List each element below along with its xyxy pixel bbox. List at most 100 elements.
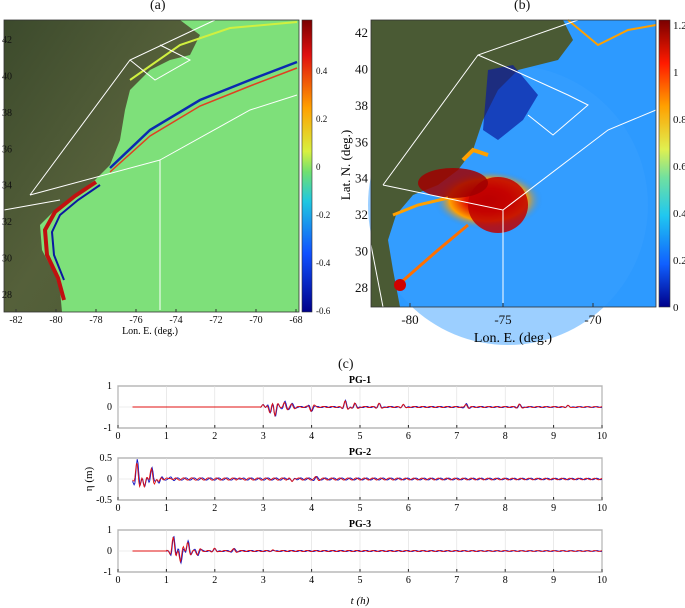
y-tick-label-b: 34 (355, 171, 369, 186)
x-tick-label: 9 (551, 431, 556, 442)
ylabel-b: Lat. N. (deg.) (338, 130, 353, 200)
x-tick-label-b: -80 (401, 312, 418, 327)
y-tick-label-b: 30 (355, 244, 368, 259)
x-tick-label: 10 (597, 431, 607, 442)
x-tick-label: 5 (358, 503, 363, 514)
subplot-pg-2: 0 1 2 3 4 5 6 7 8 9 10 0.5 0 -0.5 PG-2 (96, 447, 607, 514)
series-line-model-1 (132, 535, 603, 565)
map-b-land (371, 20, 573, 307)
colorbar-tick-a: -0.6 (316, 306, 331, 316)
x-tick-label: 10 (597, 575, 607, 586)
x-tick-label-a: -82 (9, 315, 22, 326)
x-tick-label: 2 (212, 431, 217, 442)
x-tick-label: 3 (261, 575, 266, 586)
map-a-subdomains (3, 19, 298, 310)
x-tick-label: 4 (309, 503, 314, 514)
x-tick-label: 2 (212, 575, 217, 586)
map-a-front (109, 60, 298, 169)
x-tick-label: 0 (116, 503, 121, 514)
colorbar-tick-b: 0.8 (673, 114, 685, 126)
y-tick-label-a: 28 (2, 290, 12, 301)
x-tick-label: 6 (406, 431, 411, 442)
y-tick-label-a: 40 (2, 71, 12, 82)
x-tick-label: 1 (164, 431, 169, 442)
y-tick-label-a: 34 (2, 181, 12, 192)
colorbar-tick-b: 0 (673, 302, 679, 314)
panel-label-c: (c) (338, 357, 354, 372)
map-b: -80 -75 -70 42 40 38 36 34 32 30 28 1.2 1 0.8 0.6 0.4 0… (338, 19, 685, 346)
y-tick-label-b: 40 (355, 61, 368, 76)
colorbar-tick-b: 1 (673, 67, 679, 79)
y-tick-label: 1 (107, 525, 112, 536)
y-tick-label-a: 36 (2, 144, 12, 155)
x-tick-label: 4 (309, 431, 314, 442)
x-tick-label: 8 (503, 503, 508, 514)
map-a-ticks: -82 -80 -78 -76 -74 -72 -70 -68 42 40 38 36 34 32 30 28 (2, 35, 303, 326)
y-tick-label: 0 (107, 546, 112, 557)
x-tick-label: 6 (406, 575, 411, 586)
x-tick-label: 1 (164, 503, 169, 514)
y-tick-label-b: 36 (355, 134, 369, 149)
x-tick-label-a: -78 (89, 315, 102, 326)
colorbar-tick-a: 0.2 (316, 114, 327, 124)
colorbar-tick-b: 1.2 (673, 20, 685, 32)
panel-label-a: (a) (150, 0, 166, 13)
x-tick-label-b: -75 (494, 312, 511, 327)
x-tick-label: 0 (116, 431, 121, 442)
xlabel-a: Lon. E. (deg.) (122, 326, 178, 337)
colorbar-tick-a: 0.4 (316, 66, 328, 76)
y-tick-label-a: 30 (2, 254, 12, 265)
x-tick-label-a: -80 (49, 315, 62, 326)
map-a-shelf-band (50, 184, 101, 281)
x-tick-label-a: -72 (209, 315, 222, 326)
subplot-title: PG-2 (349, 447, 371, 458)
x-tick-label: 6 (406, 503, 411, 514)
series-line-model-2 (132, 536, 603, 563)
series-line-model-2 (132, 463, 603, 489)
map-a-land (4, 20, 200, 312)
y-tick-label-a: 38 (2, 108, 12, 119)
colorbar-tick-b: 0.4 (673, 208, 685, 220)
y-tick-label-a: 42 (2, 35, 12, 46)
panel-label-b: (b) (514, 0, 531, 13)
x-tick-label: 5 (358, 431, 363, 442)
y-tick-label: 0 (107, 474, 112, 485)
x-tick-label-a: -74 (169, 315, 182, 326)
series-line-model-2 (132, 400, 603, 418)
x-tick-label: 7 (454, 503, 459, 514)
y-tick-label: 0.5 (100, 453, 113, 464)
y-tick-label: 1 (107, 381, 112, 392)
x-tick-label: 3 (261, 431, 266, 442)
colorbar-tick-a: 0 (316, 162, 321, 172)
x-tick-label: 2 (212, 503, 217, 514)
subplot-title: PG-1 (349, 375, 371, 386)
y-tick-label: -0.5 (96, 495, 112, 506)
x-tick-label: 9 (551, 503, 556, 514)
xlabel-b: Lon. E. (deg.) (474, 331, 552, 346)
colorbar-tick-a: -0.2 (316, 210, 330, 220)
colorbar-tick-b: 0.2 (673, 255, 685, 267)
x-tick-label-a: -70 (249, 315, 262, 326)
x-tick-label: 4 (309, 575, 314, 586)
subplot-title: PG-3 (349, 519, 371, 530)
x-tick-label-b: -70 (584, 312, 601, 327)
y-tick-label-b: 32 (355, 207, 368, 222)
y-tick-label-a: 32 (2, 217, 12, 228)
series-line-model-1 (132, 459, 603, 487)
map-a-coast-band (42, 180, 98, 301)
y-tick-label-b: 42 (355, 25, 368, 40)
y-tick-label-b: 38 (355, 98, 368, 113)
colorbar-tick-b: 0.6 (673, 161, 685, 173)
x-tick-label: 7 (454, 431, 459, 442)
map-a: -82 -80 -78 -76 -74 -72 -70 -68 42 40 38 36 34 32 30 28… (2, 19, 331, 337)
colorbar-a (301, 19, 313, 313)
x-tick-label-a: -68 (289, 315, 302, 326)
x-tick-label: 0 (116, 575, 121, 586)
map-b-ticks: -80 -75 -70 42 40 38 36 34 32 30 28 (355, 25, 602, 327)
map-b-subdomains (370, 19, 657, 308)
x-tick-label: 9 (551, 575, 556, 586)
y-tick-label: -1 (104, 567, 112, 578)
